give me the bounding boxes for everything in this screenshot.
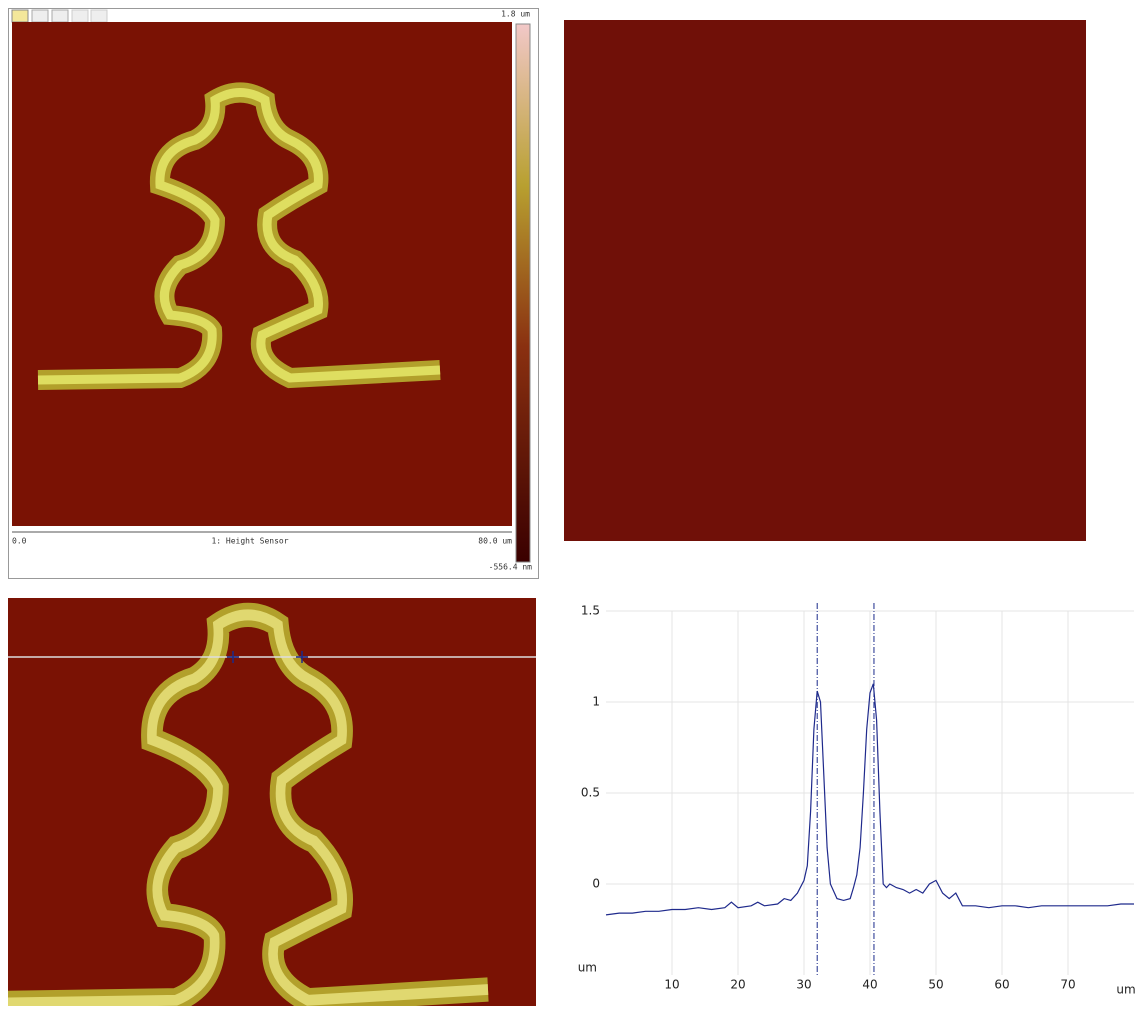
phase-image (564, 20, 1086, 541)
tool-button[interactable] (90, 9, 108, 23)
channel-label: 1: Height Sensor (211, 537, 288, 546)
x-tick-label: 30 (796, 978, 811, 992)
x-tick-label: 60 (994, 978, 1009, 992)
section-cursors (227, 651, 308, 663)
axis-end: 80.0 um (478, 537, 512, 546)
x-axis-label: um (1116, 983, 1135, 997)
axis-start: 0.0 (12, 537, 27, 546)
color-bar (515, 23, 531, 563)
y-axis-label: um (578, 961, 597, 975)
x-tick-label: 50 (928, 978, 943, 992)
x-tick-label: 40 (862, 978, 877, 992)
y-tick-label: 0.5 (581, 786, 600, 800)
y-tick-label: 1 (592, 695, 600, 709)
tool-button[interactable] (11, 9, 29, 23)
scale-max: 1.8 um (501, 10, 530, 19)
toolbar (11, 9, 108, 23)
tool-button[interactable] (51, 9, 69, 23)
y-tick-label: 0 (592, 877, 600, 891)
y-tick-label: 1.5 (581, 604, 600, 618)
x-tick-label: 70 (1060, 978, 1075, 992)
x-tick-label: 10 (664, 978, 679, 992)
profile-line (605, 683, 1134, 916)
scale-min: -556.4 nm (489, 563, 533, 572)
tool-button[interactable] (31, 9, 49, 23)
x-tick-label: 20 (730, 978, 745, 992)
tool-button[interactable] (71, 9, 89, 23)
